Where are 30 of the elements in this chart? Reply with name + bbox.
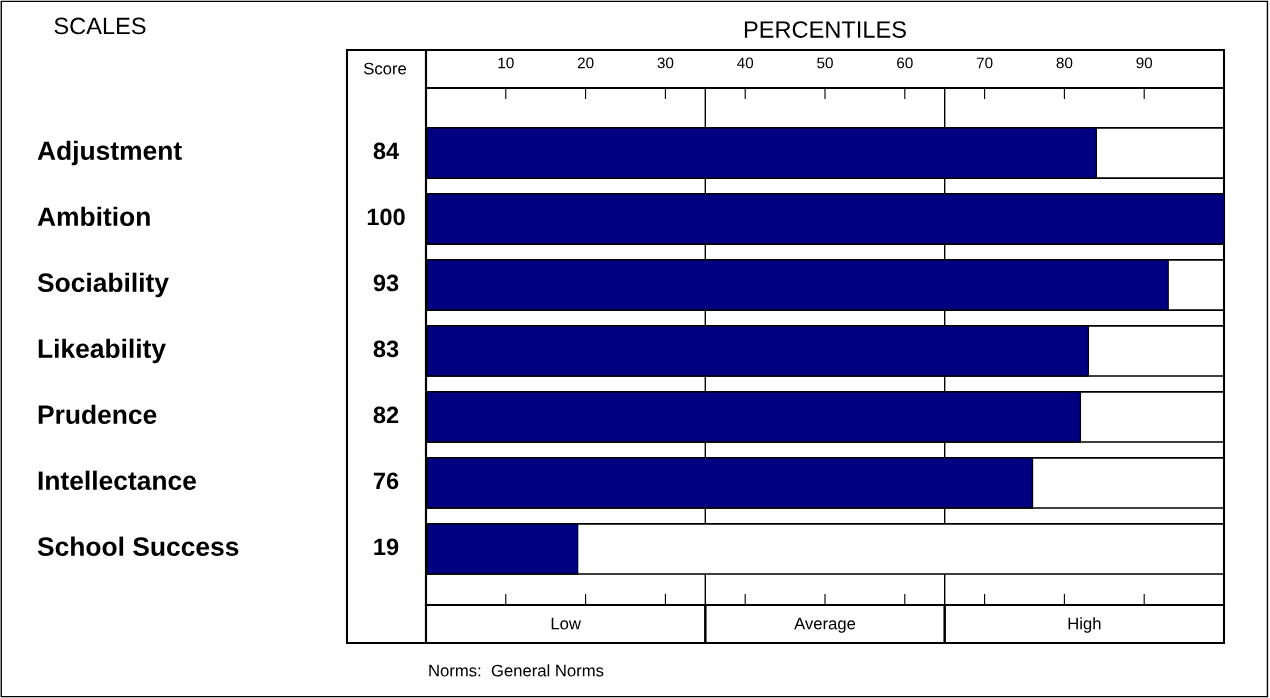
x-tick-label: 70 (976, 57, 993, 69)
data-label: 83 (373, 340, 399, 358)
text: High (1068, 617, 1101, 633)
text: Average (794, 617, 856, 633)
y-tick-label: Prudence (38, 404, 157, 425)
x-tick-label: 50 (817, 57, 833, 69)
text: SCALES (54, 17, 146, 35)
text: Score (363, 62, 407, 75)
data-label: 82 (373, 406, 399, 424)
x-axis-title: PERCENTILES (744, 21, 906, 38)
data-label: 100 (367, 208, 405, 226)
x-tick-label: 60 (897, 57, 913, 69)
x-tick-label: 10 (498, 57, 514, 69)
x-tick-label: 80 (1056, 57, 1073, 69)
x-tick-label: 40 (737, 57, 754, 69)
y-tick-label: Adjustment (37, 140, 182, 166)
x-tick-label: 30 (657, 57, 674, 69)
y-tick-label: Ambition (37, 206, 150, 227)
y-tick-label: Likeability (38, 338, 166, 364)
y-tick-label: Intellectance (38, 470, 196, 491)
y-tick-label: Sociability (37, 272, 169, 298)
x-tick-label: 90 (1136, 57, 1153, 69)
data-label: 76 (373, 472, 399, 490)
text: Low (551, 617, 581, 630)
data-label: 93 (373, 274, 399, 292)
y-tick-label: School Success (37, 536, 239, 556)
text: Norms: General Norms (429, 664, 604, 677)
x-tick-label: 20 (577, 57, 594, 69)
data-label: 19 (374, 538, 399, 556)
data-label: 84 (373, 142, 400, 160)
